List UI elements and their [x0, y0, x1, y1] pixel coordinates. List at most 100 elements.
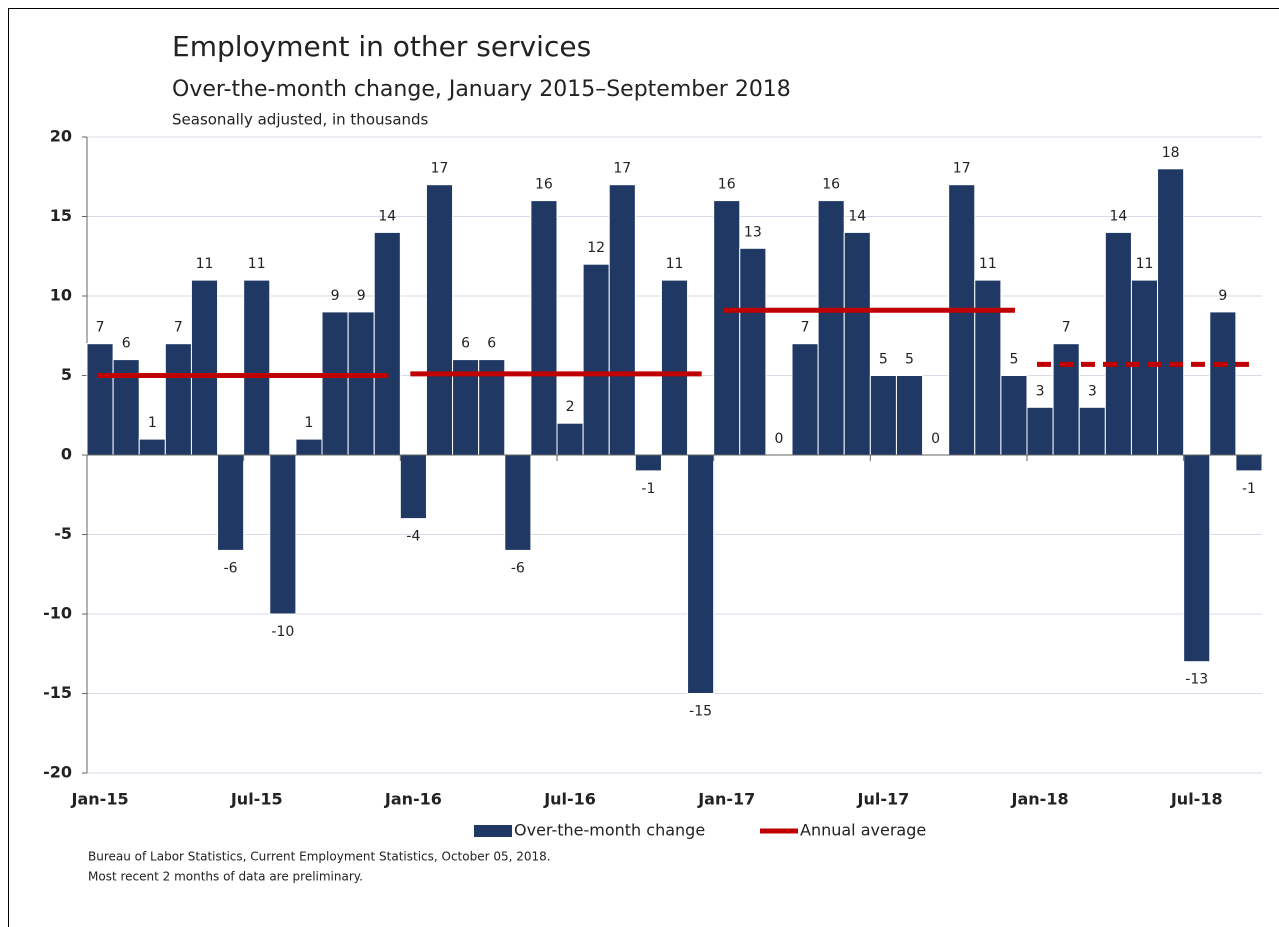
- data-label: 9: [1218, 288, 1227, 304]
- bar: [86, 343, 114, 456]
- data-label: 16: [535, 177, 553, 193]
- chart-title: Employment in other services: [172, 30, 591, 63]
- bar: [869, 375, 897, 456]
- data-label: -6: [511, 560, 525, 576]
- bar: [425, 184, 454, 456]
- y-tick-label: 10: [50, 286, 72, 305]
- data-label: 5: [879, 352, 888, 368]
- bar: [1157, 168, 1185, 456]
- bar: [582, 263, 610, 456]
- y-tick-label: -5: [54, 524, 72, 543]
- data-label: 11: [196, 256, 214, 272]
- x-tick-label: Jan-18: [1011, 790, 1069, 809]
- note: Bureau of Labor Statistics, Current Empl…: [88, 850, 551, 864]
- data-label: 0: [931, 431, 940, 447]
- data-label: 12: [587, 240, 605, 256]
- frame: [8, 8, 1279, 927]
- data-label: 16: [718, 177, 736, 193]
- y-axis-label: Seasonally adjusted, in thousands: [172, 111, 429, 129]
- note: Most recent 2 months of data are prelimi…: [88, 870, 363, 884]
- data-label: 6: [122, 336, 131, 352]
- data-label: 1: [148, 415, 157, 431]
- bar: [660, 279, 689, 456]
- x-tick-label: Jan-16: [384, 790, 442, 809]
- bar: [1000, 375, 1028, 456]
- y-tick-label: -15: [43, 683, 72, 702]
- bar: [295, 438, 323, 456]
- data-label: -15: [689, 704, 712, 720]
- data-label: -10: [271, 624, 294, 640]
- bar: [1209, 311, 1237, 456]
- bar: [817, 200, 845, 456]
- bar: [608, 184, 636, 456]
- data-label: 9: [331, 288, 340, 304]
- data-label: 14: [1109, 208, 1127, 224]
- data-label: 11: [1136, 256, 1154, 272]
- legend-swatch: [474, 825, 512, 837]
- data-label: 7: [1062, 320, 1071, 336]
- data-label: -4: [406, 529, 420, 545]
- data-label: 13: [744, 224, 762, 240]
- data-label: 11: [248, 256, 266, 272]
- legend-label: Over-the-month change: [514, 821, 705, 840]
- x-tick-label: Jul-18: [1170, 790, 1223, 809]
- bar: [530, 200, 558, 456]
- chart-subtitle: Over-the-month change, January 2015–Sept…: [172, 77, 791, 102]
- bar: [739, 247, 767, 456]
- bar: [974, 279, 1002, 456]
- bar: [243, 279, 271, 456]
- data-label: 14: [848, 208, 866, 224]
- bar: [843, 231, 871, 456]
- x-tick-label: Jul-16: [543, 790, 596, 809]
- bar: [948, 184, 976, 456]
- data-label: 16: [822, 177, 840, 193]
- data-label: 5: [1009, 352, 1018, 368]
- bar: [138, 438, 166, 456]
- data-label: 11: [979, 256, 997, 272]
- data-label: 17: [613, 161, 631, 177]
- bar: [713, 200, 741, 456]
- data-label: 7: [801, 320, 810, 336]
- bar: [269, 454, 297, 615]
- data-label: 14: [378, 208, 396, 224]
- data-label: 7: [174, 320, 183, 336]
- data-label: 17: [953, 161, 971, 177]
- data-label: -13: [1185, 672, 1208, 688]
- bar: [1026, 406, 1054, 456]
- data-label: 1: [304, 415, 313, 431]
- bar: [1104, 231, 1132, 456]
- data-label: 18: [1162, 145, 1180, 161]
- x-tick-label: Jan-15: [71, 790, 129, 809]
- data-label: 5: [905, 352, 914, 368]
- legend-label: Annual average: [800, 821, 926, 840]
- data-label: 2: [566, 399, 575, 415]
- bar: [321, 311, 349, 456]
- data-label: 7: [96, 320, 105, 336]
- bar: [556, 422, 584, 456]
- bar: [504, 454, 532, 551]
- x-tick-label: Jul-17: [857, 790, 910, 809]
- data-label: 17: [431, 161, 449, 177]
- y-tick-label: -20: [43, 763, 72, 782]
- data-label: 3: [1036, 383, 1045, 399]
- bar: [1130, 279, 1159, 456]
- bar: [687, 454, 715, 694]
- bar: [1235, 454, 1263, 472]
- bar: [373, 231, 401, 456]
- bar: [399, 454, 427, 520]
- data-label: -1: [1242, 481, 1256, 497]
- bar: [791, 343, 819, 456]
- data-label: -6: [224, 560, 238, 576]
- data-label: -1: [641, 481, 655, 497]
- bar: [1078, 406, 1106, 456]
- bar: [190, 279, 219, 456]
- data-label: 6: [461, 336, 470, 352]
- y-tick-label: 5: [61, 365, 72, 384]
- x-tick-label: Jul-15: [230, 790, 283, 809]
- bar: [1052, 343, 1080, 456]
- bar: [164, 343, 192, 456]
- y-tick-label: -10: [43, 604, 72, 623]
- data-label: 6: [487, 336, 496, 352]
- data-label: 9: [357, 288, 366, 304]
